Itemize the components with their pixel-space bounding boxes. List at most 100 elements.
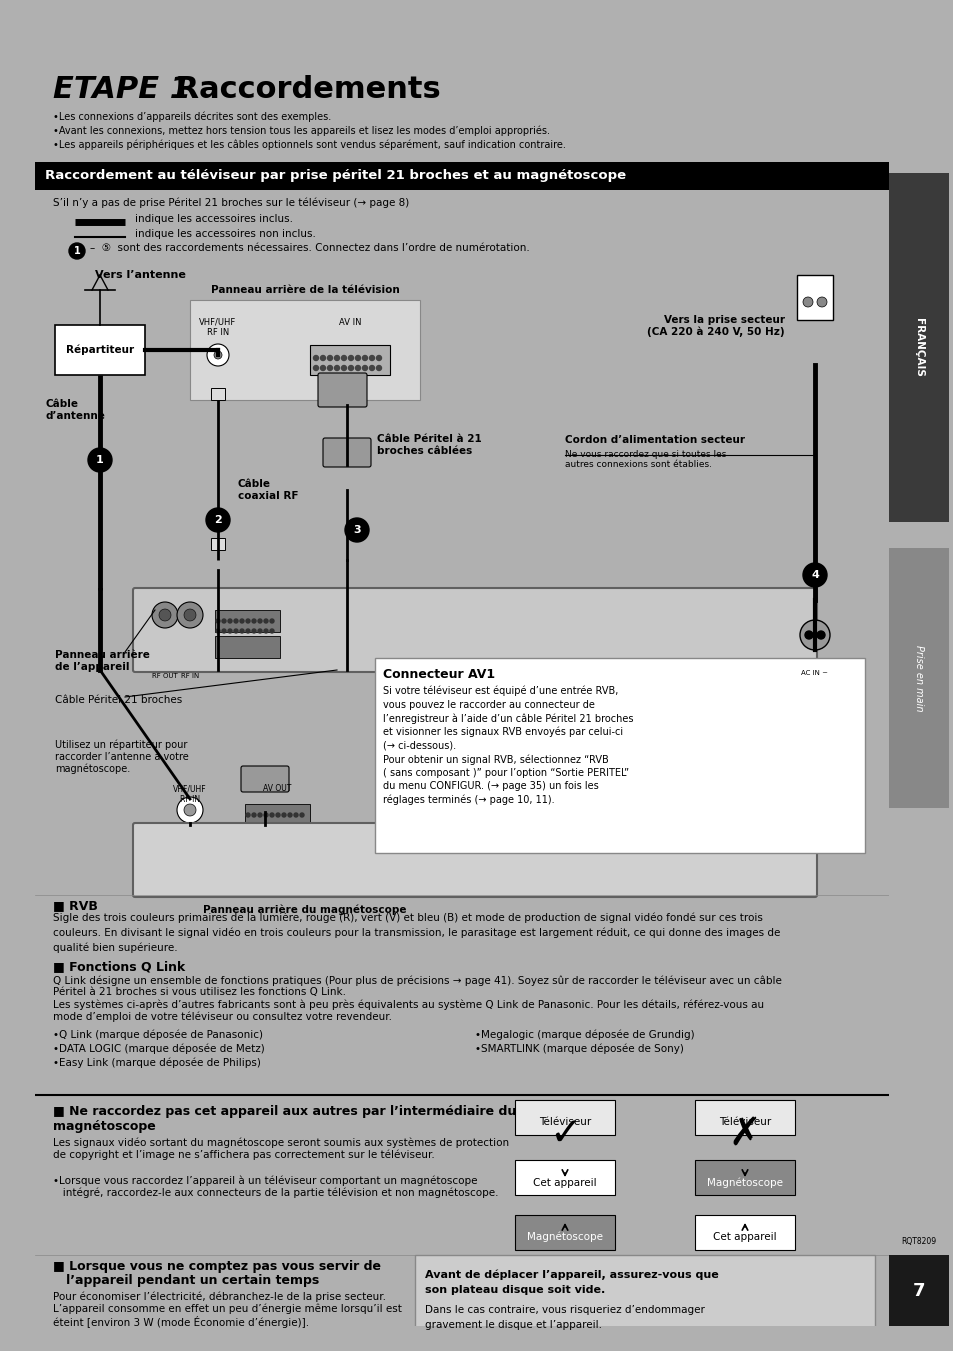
Bar [515, 1161, 615, 1196]
Circle shape [294, 813, 297, 817]
Text: Câble
d’antenne: Câble d’antenne [45, 399, 105, 420]
Text: Vers la prise secteur
(CA 220 à 240 V, 50 Hz): Vers la prise secteur (CA 220 à 240 V, 5… [647, 315, 784, 338]
FancyBboxPatch shape [241, 766, 289, 792]
Circle shape [314, 355, 318, 361]
Text: •Megalogic (marque déposée de Grundig): •Megalogic (marque déposée de Grundig) [475, 1029, 694, 1040]
Circle shape [257, 619, 262, 623]
Circle shape [246, 630, 250, 634]
Text: Panneau arrière
de l’appareil: Panneau arrière de l’appareil [55, 650, 150, 671]
Text: Ne vous raccordez que si toutes les
autres connexions sont établies.: Ne vous raccordez que si toutes les autr… [564, 450, 725, 469]
Circle shape [355, 355, 360, 361]
Circle shape [246, 619, 250, 623]
Circle shape [327, 355, 333, 361]
Text: Les systèmes ci-après d’autres fabricants sont à peu près équivalents au système: Les systèmes ci-après d’autres fabricant… [53, 998, 763, 1009]
Bar [214, 611, 280, 632]
Text: Sigle des trois couleurs primaires de la lumière, rouge (R), vert (V) et bleu (B: Sigle des trois couleurs primaires de la… [53, 913, 780, 952]
Circle shape [184, 804, 195, 816]
Text: l’appareil pendant un certain temps: l’appareil pendant un certain temps [53, 1274, 319, 1288]
Text: VHF/UHF
RF IN: VHF/UHF RF IN [199, 317, 236, 338]
Circle shape [320, 366, 325, 370]
Text: Si votre téléviseur est équipé d’une entrée RVB,
vous pouvez le raccorder au con: Si votre téléviseur est équipé d’une ent… [382, 686, 633, 805]
Text: 3: 3 [353, 526, 360, 535]
Text: Pour économiser l’électricité, débranchez-le de la prise secteur.: Pour économiser l’électricité, débranche… [53, 1292, 386, 1302]
Circle shape [816, 297, 826, 307]
Text: VHF/UHF
RF IN: VHF/UHF RF IN [173, 785, 207, 804]
Circle shape [257, 823, 262, 827]
Text: intégré, raccordez-le aux connecteurs de la partie télévision et non magnétoscop: intégré, raccordez-le aux connecteurs de… [53, 1188, 498, 1197]
Bar [211, 388, 225, 400]
Text: Magnétoscope: Magnétoscope [526, 1232, 602, 1243]
Text: ■ Lorsque vous ne comptez pas vous servir de: ■ Lorsque vous ne comptez pas vous servi… [53, 1260, 380, 1273]
Circle shape [275, 823, 280, 827]
Text: Cet appareil: Cet appareil [533, 1178, 597, 1188]
Text: indique les accessoires non inclus.: indique les accessoires non inclus. [135, 230, 315, 239]
Circle shape [288, 813, 292, 817]
Circle shape [320, 355, 325, 361]
Text: éteint [environ 3 W (mode Économie d’énergie)].: éteint [environ 3 W (mode Économie d’éne… [53, 1316, 309, 1328]
Bar [888, 173, 948, 523]
Circle shape [348, 355, 354, 361]
Circle shape [327, 366, 333, 370]
FancyBboxPatch shape [132, 823, 816, 897]
Text: son plateau disque soit vide.: son plateau disque soit vide. [424, 1285, 604, 1296]
Text: Câble Péritel à 21
broches câblées: Câble Péritel à 21 broches câblées [376, 434, 481, 455]
Bar [245, 804, 310, 825]
Circle shape [257, 813, 262, 817]
Circle shape [376, 355, 381, 361]
Circle shape [270, 813, 274, 817]
Bar [415, 1255, 874, 1350]
Text: FRANÇAIS: FRANÇAIS [913, 317, 923, 377]
Text: Câble Péritel 21 broches: Câble Péritel 21 broches [55, 694, 182, 705]
Circle shape [335, 355, 339, 361]
Circle shape [369, 366, 375, 370]
Text: Téléviseur: Téléviseur [538, 1117, 591, 1127]
FancyBboxPatch shape [132, 588, 816, 671]
Text: S’il n’y a pas de prise Péritel 21 broches sur le téléviseur (→ page 8): S’il n’y a pas de prise Péritel 21 broch… [53, 199, 409, 208]
Circle shape [252, 813, 255, 817]
Text: ✓: ✓ [548, 1115, 580, 1152]
Text: •Easy Link (marque déposée de Philips): •Easy Link (marque déposée de Philips) [53, 1058, 260, 1069]
Text: ■ Fonctions Q Link: ■ Fonctions Q Link [53, 961, 185, 973]
Bar [695, 1215, 794, 1250]
Text: 1: 1 [73, 246, 80, 255]
Circle shape [252, 630, 255, 634]
Text: de copyright et l’image ne s’affichera pas correctement sur le téléviseur.: de copyright et l’image ne s’affichera p… [53, 1148, 435, 1159]
Circle shape [348, 366, 354, 370]
Text: RF IN: RF IN [181, 673, 199, 680]
Circle shape [800, 620, 829, 650]
Circle shape [362, 366, 367, 370]
Text: indique les accessoires inclus.: indique les accessoires inclus. [135, 213, 293, 224]
Text: Vers l’antenne: Vers l’antenne [95, 270, 186, 280]
Bar [515, 1215, 615, 1250]
Circle shape [376, 366, 381, 370]
Circle shape [288, 823, 292, 827]
Circle shape [177, 797, 203, 823]
Text: 7: 7 [912, 1282, 924, 1300]
Text: AV OUT: AV OUT [262, 784, 291, 793]
Bar [214, 636, 280, 658]
Text: Prise en main: Prise en main [913, 644, 923, 711]
Text: Utilisez un répartiteur pour
raccorder l’antenne à votre
magnétoscope.: Utilisez un répartiteur pour raccorder l… [55, 740, 189, 774]
Bar [35, 162, 888, 190]
Circle shape [206, 508, 230, 532]
Circle shape [222, 619, 226, 623]
Text: 2: 2 [213, 515, 222, 526]
Text: L’appareil consomme en effet un peu d’énergie même lorsqu’il est: L’appareil consomme en effet un peu d’én… [53, 1304, 401, 1315]
Circle shape [816, 631, 824, 639]
Text: Cet appareil: Cet appareil [713, 1232, 776, 1242]
Circle shape [369, 355, 375, 361]
Circle shape [275, 813, 280, 817]
Circle shape [804, 631, 812, 639]
Text: Les signaux vidéo sortant du magnétoscope seront soumis aux systèmes de protecti: Les signaux vidéo sortant du magnétoscop… [53, 1138, 509, 1147]
Circle shape [222, 630, 226, 634]
Circle shape [233, 619, 237, 623]
Text: magnétoscope: magnétoscope [53, 1120, 155, 1133]
Text: •SMARTLINK (marque déposée de Sony): •SMARTLINK (marque déposée de Sony) [475, 1044, 683, 1055]
Circle shape [341, 366, 346, 370]
Text: •DATA LOGIC (marque déposée de Metz): •DATA LOGIC (marque déposée de Metz) [53, 1044, 265, 1055]
Text: ETAPE 1: ETAPE 1 [53, 76, 191, 104]
Circle shape [299, 813, 304, 817]
Circle shape [215, 619, 220, 623]
Text: •Avant les connexions, mettez hors tension tous les appareils et lisez les modes: •Avant les connexions, mettez hors tensi… [53, 126, 550, 136]
Circle shape [264, 813, 268, 817]
